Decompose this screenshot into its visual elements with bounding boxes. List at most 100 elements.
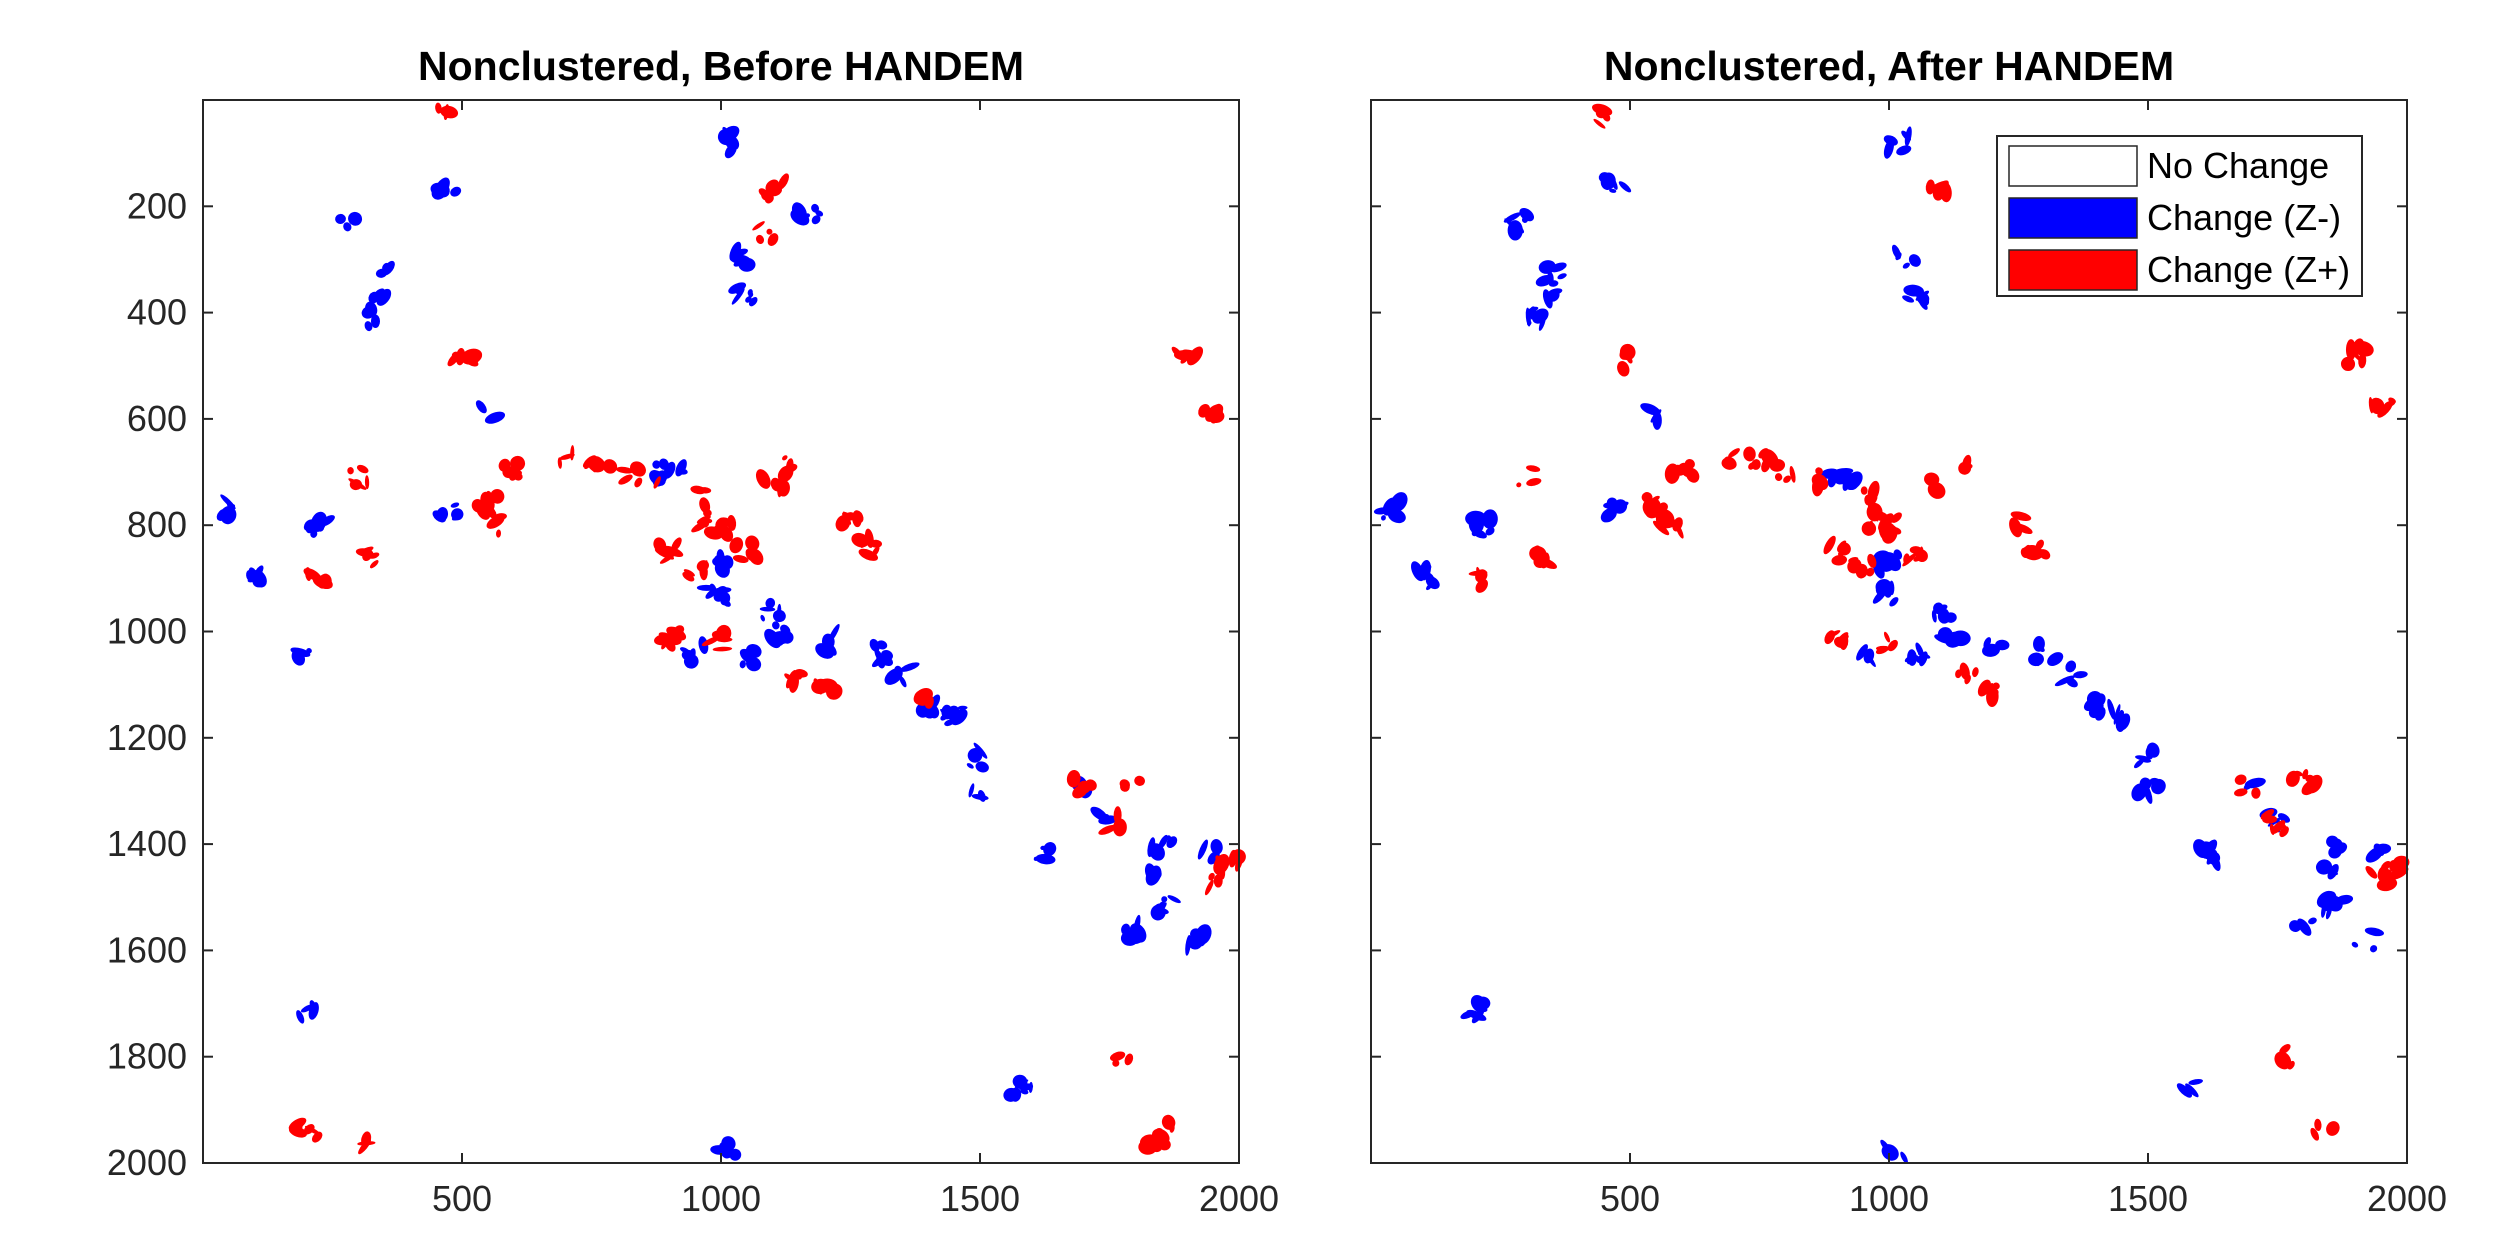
change-z-minus-patch	[900, 662, 920, 672]
x-tick-label: 1500	[940, 1178, 1020, 1219]
change-z-minus-patch	[1557, 273, 1567, 280]
change-z-minus-patch	[765, 597, 776, 609]
change-z-plus-patch	[2234, 774, 2247, 785]
change-z-minus-patch	[1908, 254, 1921, 267]
change-z-plus-patch	[1992, 689, 1999, 696]
change-z-minus-patch	[1904, 656, 1912, 663]
change-z-minus-patch	[1460, 1010, 1475, 1020]
change-z-plus-patch	[1811, 473, 1829, 491]
change-z-minus-patch	[721, 1146, 733, 1159]
change-z-plus-patch	[1743, 446, 1756, 462]
change-z-minus-patch	[1548, 280, 1559, 287]
y-tick-label: 1000	[107, 611, 187, 652]
change-z-plus-patch	[698, 487, 712, 494]
change-z-minus-patch	[1542, 289, 1553, 309]
change-z-minus-patch	[1902, 295, 1915, 303]
change-z-minus-patch	[2107, 698, 2116, 720]
change-z-plus-patch	[1972, 667, 1979, 678]
change-z-plus-patch	[1066, 769, 1081, 788]
change-z-plus-patch	[719, 525, 734, 542]
x-tick-label: 1000	[681, 1178, 761, 1219]
x-tick-label: 2000	[1199, 1178, 1279, 1219]
y-tick-label: 800	[127, 504, 187, 545]
change-z-minus-patch	[1862, 648, 1876, 668]
legend-label: Change (Z+)	[2147, 249, 2350, 290]
change-z-minus-patch	[1945, 631, 1963, 648]
change-z-minus-patch	[2297, 918, 2312, 936]
change-z-minus-patch	[1010, 1087, 1022, 1102]
change-z-plus-patch	[2376, 877, 2398, 892]
change-z-minus-patch	[1144, 863, 1157, 882]
change-z-minus-patch	[1104, 813, 1111, 823]
change-z-plus-patch	[1516, 482, 1522, 488]
change-z-plus-patch	[789, 671, 796, 682]
legend-label: No Change	[2147, 145, 2329, 186]
change-z-minus-patch	[1028, 1081, 1033, 1094]
change-z-minus-patch	[220, 506, 237, 525]
change-z-plus-patch	[2380, 860, 2391, 872]
change-z-minus-patch	[1382, 497, 1398, 516]
change-z-plus-patch	[1219, 865, 1226, 880]
change-z-plus-patch	[1783, 475, 1792, 483]
change-z-minus-patch	[247, 573, 261, 583]
change-z-plus-patch	[851, 532, 870, 548]
change-z-minus-patch	[441, 184, 450, 195]
change-z-minus-patch	[681, 649, 695, 661]
change-z-minus-patch	[1883, 135, 1898, 146]
change-z-minus-patch	[376, 288, 392, 306]
change-z-plus-patch	[1526, 478, 1542, 487]
change-z-plus-patch	[480, 494, 493, 502]
change-z-minus-patch	[451, 508, 464, 521]
change-z-plus-patch	[1823, 535, 1836, 555]
change-z-plus-patch	[303, 1124, 315, 1135]
change-z-plus-patch	[797, 672, 803, 680]
change-z-minus-patch	[2327, 863, 2339, 880]
change-z-plus-patch	[2271, 820, 2286, 834]
change-z-plus-patch	[1925, 179, 1935, 195]
change-z-minus-patch	[2065, 660, 2077, 673]
change-z-plus-patch	[1848, 557, 1859, 563]
change-z-plus-patch	[1672, 517, 1683, 532]
change-z-minus-patch	[1856, 644, 1868, 661]
change-z-minus-patch	[368, 291, 380, 304]
change-z-minus-patch	[450, 186, 462, 197]
change-z-minus-patch	[2143, 783, 2153, 804]
change-z-minus-patch	[1166, 835, 1172, 843]
change-z-plus-patch	[853, 510, 864, 523]
change-z-plus-patch	[662, 545, 684, 558]
change-z-minus-patch	[335, 213, 346, 224]
change-z-plus-patch	[703, 509, 712, 517]
change-z-minus-patch	[748, 292, 754, 298]
change-z-plus-patch	[1152, 1135, 1162, 1151]
change-z-plus-patch	[347, 467, 354, 475]
change-z-plus-patch	[858, 548, 878, 561]
change-z-minus-patch	[1129, 923, 1147, 943]
chart-title: Nonclustered, Before HANDEM	[418, 43, 1024, 89]
change-z-minus-patch	[777, 603, 782, 618]
change-z-minus-patch	[2096, 703, 2104, 711]
change-z-minus-patch	[1873, 550, 1892, 565]
change-z-plus-patch	[713, 528, 721, 539]
change-z-plus-patch	[2038, 549, 2051, 560]
change-z-plus-patch	[1119, 779, 1130, 790]
change-z-plus-patch	[317, 573, 331, 589]
legend-swatch	[2008, 197, 2138, 239]
change-z-minus-patch	[2193, 839, 2209, 859]
change-z-plus-patch	[1475, 579, 1488, 593]
change-z-minus-patch	[1477, 1001, 1490, 1010]
change-z-plus-patch	[557, 457, 562, 469]
change-z-minus-patch	[1896, 145, 1912, 156]
change-z-plus-patch	[1875, 646, 1889, 655]
change-z-minus-patch	[2134, 758, 2145, 769]
change-z-plus-patch	[1789, 465, 1796, 483]
change-z-minus-patch	[1381, 515, 1386, 521]
change-z-plus-patch	[1909, 546, 1923, 554]
change-z-plus-patch	[1134, 775, 1145, 786]
legend-label: Change (Z-)	[2147, 197, 2341, 238]
change-z-plus-patch	[2285, 770, 2300, 787]
change-z-minus-patch	[1149, 843, 1165, 861]
change-z-plus-patch	[602, 459, 618, 474]
change-z-minus-patch	[1161, 896, 1168, 903]
change-z-plus-patch	[2370, 397, 2385, 411]
change-z-minus-patch	[1468, 514, 1485, 534]
